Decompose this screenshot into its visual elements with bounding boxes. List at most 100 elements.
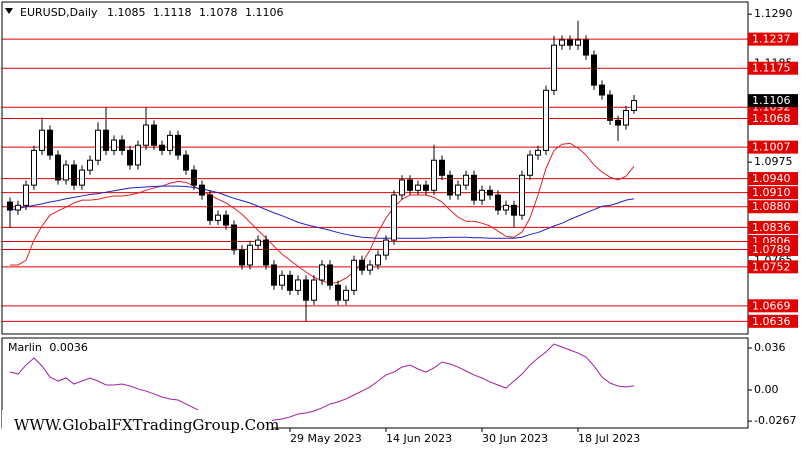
candle-body [543, 89, 549, 151]
candle-body [423, 184, 429, 191]
candle-body [607, 94, 613, 121]
last-close: 1.1106 [245, 6, 284, 19]
candle-body [575, 39, 581, 46]
level-label: 1.0880 [752, 200, 791, 213]
candle-body [567, 39, 573, 46]
candle-body [135, 144, 141, 166]
indicator-last: 0.0036 [49, 341, 88, 354]
candle-body [87, 159, 93, 171]
price-panel [2, 20, 748, 322]
candle-body [527, 154, 533, 176]
candle-body [159, 144, 165, 151]
level-label: 1.0636 [752, 315, 791, 328]
menu-icon[interactable] [5, 8, 13, 14]
level-label: 1.0789 [752, 243, 791, 256]
candle-body [359, 259, 365, 271]
candle-body [79, 169, 85, 186]
candle-body [287, 274, 293, 291]
candle-body [95, 129, 101, 161]
candle-body [487, 189, 493, 196]
candle-body [127, 149, 133, 166]
candle-body [47, 129, 53, 156]
candle-body [255, 239, 261, 246]
candle-body [31, 149, 37, 186]
level-label-box [748, 111, 798, 125]
candle-body [71, 164, 77, 186]
level-label: 1.1068 [752, 112, 791, 125]
candle-body [415, 184, 421, 191]
candle-body [471, 174, 477, 201]
candle-body [335, 284, 341, 301]
candle-body [199, 184, 205, 196]
candle-body [623, 109, 629, 126]
candle-body [103, 129, 109, 151]
candle-body [455, 184, 461, 196]
level-label-box [748, 200, 798, 214]
candle-body [519, 174, 525, 216]
candle-body [439, 159, 445, 176]
level-label-box [748, 61, 798, 75]
candle-body [55, 154, 61, 181]
x-tick-label: 18 Jul 2023 [578, 432, 640, 445]
indicator-tick-label: 0.00 [754, 383, 779, 396]
candle-body [263, 239, 269, 266]
watermark: WWW.GlobalFXTradingGroup.Com [14, 416, 279, 434]
candle-body [247, 244, 253, 266]
candle-body [327, 264, 333, 286]
candle-body [399, 179, 405, 196]
level-label: 1.0940 [752, 172, 791, 185]
y-tick-label: 1.1290 [754, 7, 793, 20]
candle-body [367, 264, 373, 271]
candle-body [583, 39, 589, 56]
level-label: 1.1175 [752, 62, 791, 75]
level-label: 1.0752 [752, 260, 791, 273]
candle-body [599, 84, 605, 96]
candle-body [231, 224, 237, 251]
level-label-box [748, 172, 798, 186]
candle-body [111, 139, 117, 151]
candle-body [351, 259, 357, 291]
moving-average [9, 185, 635, 239]
candle-body [223, 214, 229, 226]
candle-body [383, 239, 389, 256]
level-label: 1.0669 [752, 299, 791, 312]
price-frame [1, 1, 749, 335]
candle-body [15, 204, 21, 211]
candle-body [167, 134, 173, 151]
candle-body [183, 154, 189, 171]
candle-body [7, 201, 13, 211]
candle-body [303, 279, 309, 301]
candle-body [375, 254, 381, 266]
candle-body [511, 204, 517, 216]
candle-body [559, 39, 565, 46]
candle-body [143, 124, 149, 146]
indicator-panel [9, 343, 635, 427]
level-label-box [748, 186, 798, 200]
candle-body [23, 184, 29, 206]
candle-body [151, 124, 157, 146]
candle-body [447, 174, 453, 196]
level-label: 1.0836 [752, 221, 791, 234]
watermark-box [2, 410, 272, 440]
indicator-name: Marlin [8, 341, 42, 354]
axes: 1.12901.11851.09751.07650.0360.00-0.0267… [289, 7, 796, 445]
indicator-frame [1, 337, 749, 429]
chart-header: EURUSD,Daily 1.1085 1.1118 1.1078 1.1106 [20, 6, 283, 19]
level-label-box [748, 242, 798, 256]
price-label: 1.1106 [752, 94, 791, 107]
x-tick-label: 30 Jun 2023 [482, 432, 548, 445]
y-tick-label: 1.0975 [754, 155, 793, 168]
candle-body [191, 169, 197, 186]
candle-body [551, 44, 557, 91]
level-label-box [748, 314, 798, 328]
candle-body [311, 279, 317, 301]
price-label-box [748, 94, 798, 108]
candle-body [175, 134, 181, 156]
candle-body [271, 264, 277, 286]
candle-body [479, 189, 485, 201]
level-label-box [748, 299, 798, 313]
candle-body [319, 264, 325, 281]
indicator-header: Marlin 0.0036 [8, 341, 88, 354]
